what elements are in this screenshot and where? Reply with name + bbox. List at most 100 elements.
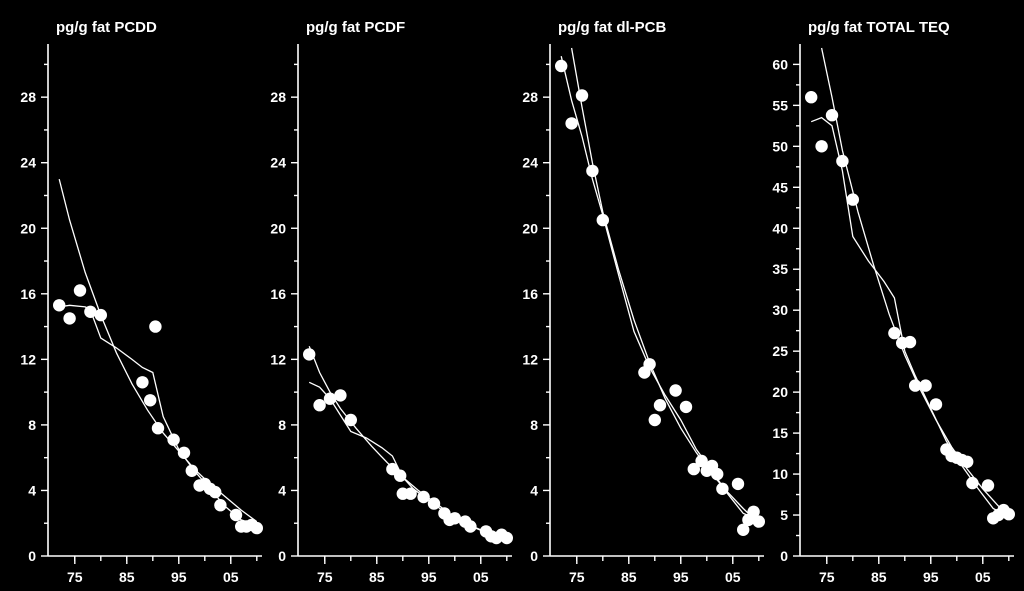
trend-line-1 (58, 178, 258, 523)
y-tick-label: 5 (780, 507, 788, 523)
y-tick-label: 20 (20, 220, 36, 236)
x-tick-label: 05 (725, 569, 741, 585)
x-tick-label: 95 (923, 569, 939, 585)
y-tick-label: 0 (278, 548, 286, 564)
data-point (167, 433, 180, 446)
y-tick-label: 20 (270, 220, 286, 236)
y-tick-label: 20 (522, 220, 538, 236)
trend-line-1 (308, 345, 507, 541)
y-tick-label: 28 (270, 89, 286, 105)
y-tick-label: 35 (772, 261, 788, 277)
data-point (149, 320, 162, 333)
y-tick-label: 15 (772, 425, 788, 441)
y-tick-label: 16 (270, 286, 286, 302)
x-tick-label: 75 (819, 569, 835, 585)
x-tick-label: 75 (317, 569, 333, 585)
data-point (752, 515, 765, 528)
data-point (903, 335, 917, 349)
data-point (214, 499, 227, 512)
data-point (836, 154, 849, 168)
data-point (711, 467, 724, 481)
chart-panel-4: pg/g fat TOTAL TEQ0510152025303540455055… (772, 19, 1015, 585)
data-point (653, 399, 667, 412)
y-tick-label: 12 (270, 351, 286, 367)
y-tick-label: 16 (20, 286, 36, 302)
data-point (731, 477, 745, 491)
data-point (669, 384, 682, 397)
y-tick-label: 4 (278, 482, 286, 498)
panel-title: pg/g fat PCDF (306, 19, 405, 36)
data-point (303, 348, 316, 361)
data-point (737, 523, 750, 536)
x-tick-label: 05 (223, 569, 239, 585)
x-tick-label: 95 (421, 569, 437, 585)
data-point (919, 379, 932, 392)
data-point (73, 284, 87, 297)
panel-title: pg/g fat dl-PCB (558, 19, 666, 36)
x-tick-label: 05 (473, 569, 489, 585)
y-tick-label: 12 (20, 351, 36, 367)
data-point (648, 413, 661, 427)
panel-title: pg/g fat TOTAL TEQ (808, 19, 950, 36)
data-point (334, 389, 347, 402)
x-tick-label: 85 (369, 569, 385, 585)
data-point (555, 59, 568, 73)
chart-panel-3: pg/g fat dl-PCB 0 4 8 12 16 20 24 28 75 85 95 05 (522, 19, 765, 585)
data-point (136, 376, 149, 389)
data-point (209, 485, 222, 499)
data-point (151, 422, 165, 435)
data-point (448, 512, 461, 525)
data-point (144, 394, 157, 407)
y-tick-label: 0 (530, 548, 538, 564)
data-point (909, 379, 922, 392)
data-point (404, 487, 417, 500)
y-tick-label: 24 (522, 155, 538, 171)
y-tick-label: 30 (772, 302, 788, 318)
data-point (961, 455, 974, 468)
x-tick-label: 85 (621, 569, 637, 585)
data-point (94, 308, 108, 322)
data-point (344, 413, 357, 427)
y-tick-label: 4 (28, 482, 36, 498)
data-point (687, 462, 700, 476)
data-point (596, 213, 609, 227)
data-point (427, 497, 441, 510)
data-point (747, 505, 760, 518)
y-tick-label: 55 (772, 97, 788, 113)
data-point (565, 117, 578, 130)
x-tick-label: 85 (871, 569, 887, 585)
x-tick-label: 95 (171, 569, 187, 585)
data-point (500, 531, 513, 545)
data-point (250, 521, 263, 535)
chart-panel-2: pg/g fat PCDF 0 4 8 12 16 20 24 28 75 85 95 05 (270, 19, 513, 585)
data-point (846, 193, 859, 206)
y-tick-label: 50 (772, 138, 788, 154)
y-tick-label: 25 (772, 343, 788, 359)
data-point (805, 91, 818, 104)
y-tick-label: 12 (522, 351, 538, 367)
y-tick-label: 0 (28, 548, 36, 564)
x-tick-label: 95 (673, 569, 689, 585)
data-point (185, 464, 198, 477)
data-point (643, 358, 656, 371)
y-tick-label: 24 (270, 155, 286, 171)
x-tick-label: 75 (67, 569, 83, 585)
y-tick-label: 45 (772, 179, 788, 195)
data-point (417, 490, 430, 504)
data-point (394, 469, 407, 482)
data-point (929, 398, 943, 411)
data-point (84, 305, 97, 318)
data-point (679, 400, 693, 414)
y-tick-label: 8 (28, 417, 36, 433)
trend-line-2 (59, 304, 257, 526)
data-point (586, 164, 599, 178)
data-point (888, 326, 901, 340)
data-point (966, 476, 979, 490)
y-tick-label: 60 (772, 56, 788, 72)
y-tick-label: 28 (20, 89, 36, 105)
data-point (981, 479, 995, 492)
data-point (1002, 508, 1015, 521)
y-tick-label: 8 (278, 417, 286, 433)
data-point (575, 89, 589, 102)
y-tick-label: 24 (20, 155, 36, 171)
